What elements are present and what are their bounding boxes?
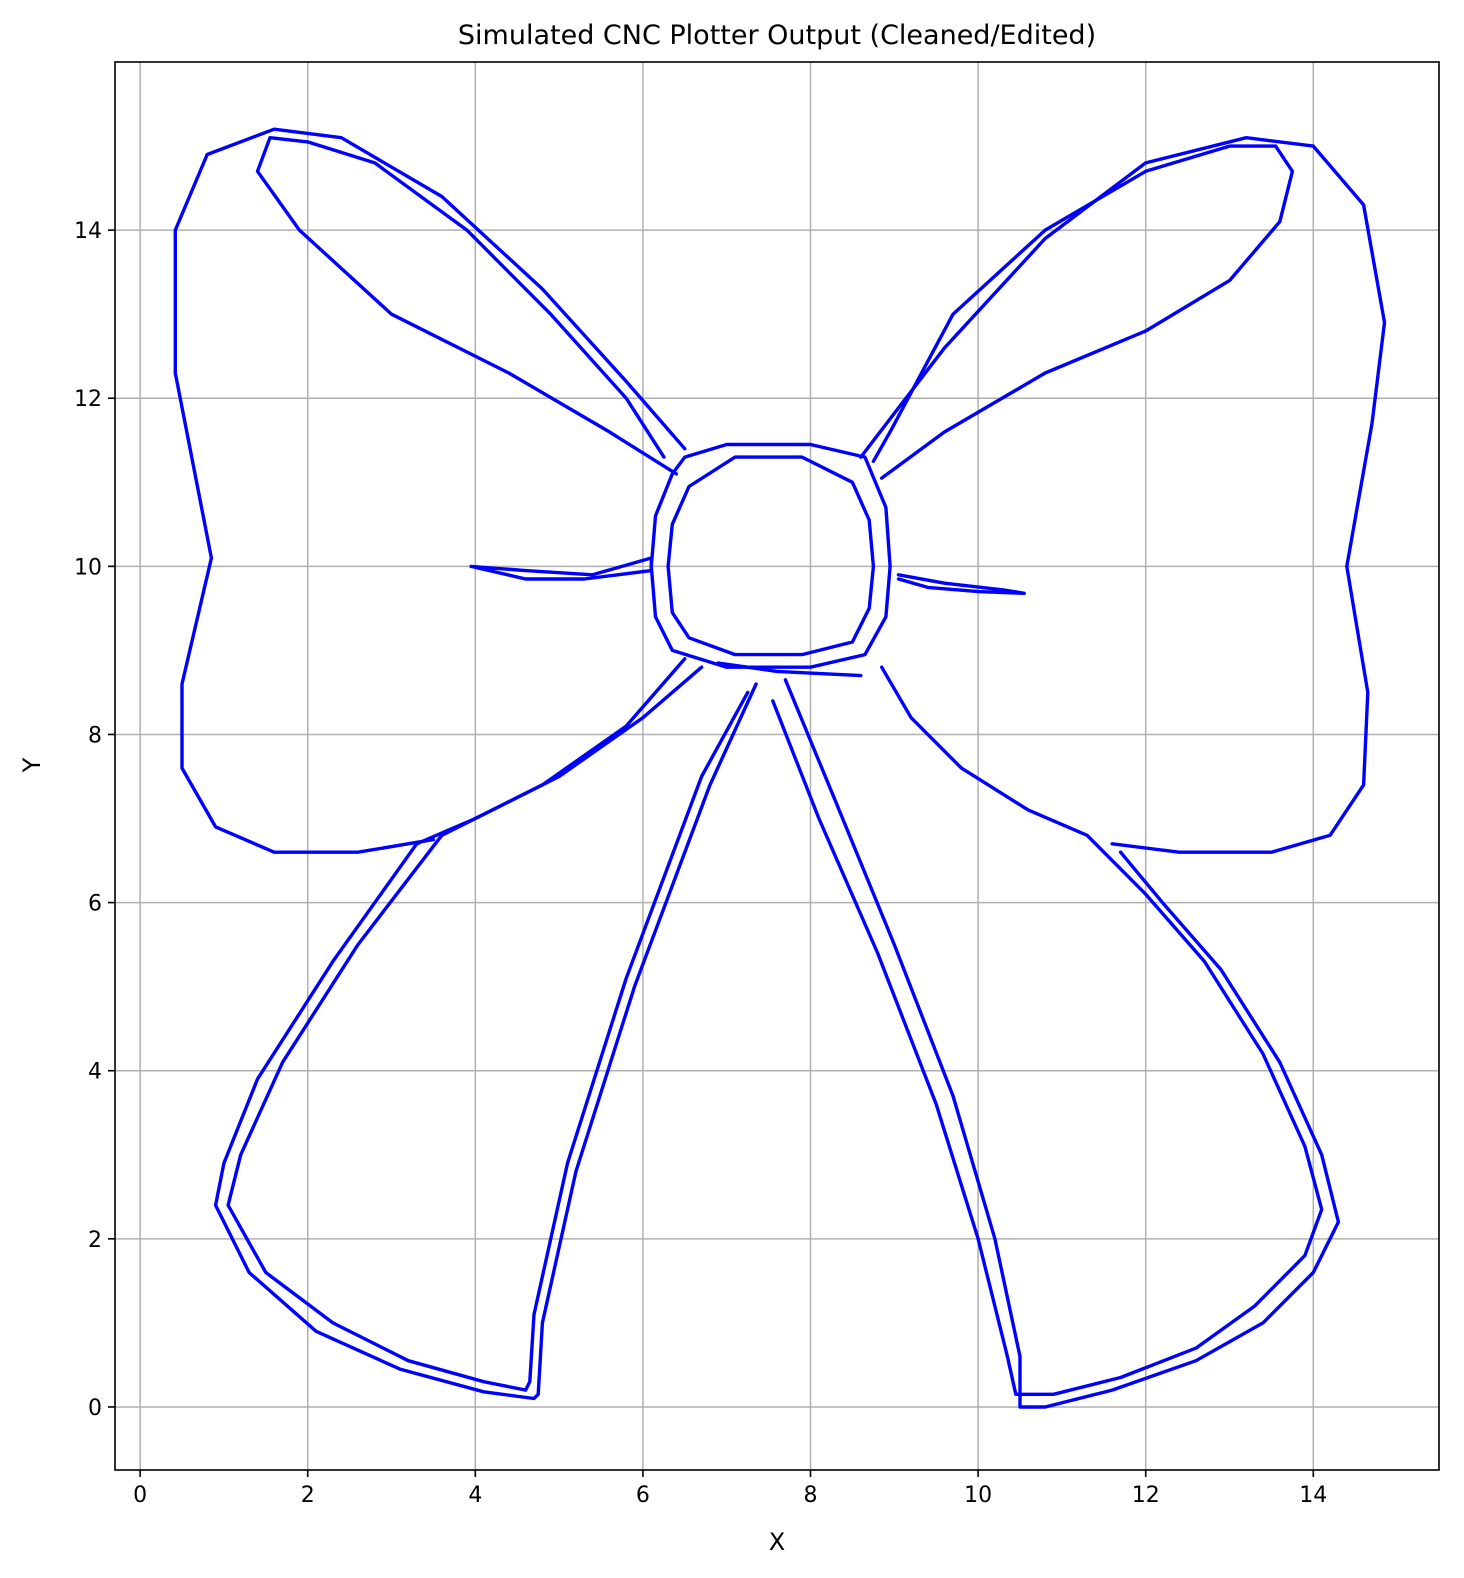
y-tick-label: 0 [88, 1396, 102, 1421]
plot-frame [115, 62, 1439, 1470]
y-tick-label: 6 [88, 892, 102, 917]
right-tie-strand-line [899, 575, 1025, 594]
y-tick-label: 8 [88, 723, 102, 748]
x-tick-label: 8 [804, 1483, 818, 1508]
grid-lines [115, 62, 1439, 1470]
y-axis-ticks: 0 2 4 6 8 10 12 14 [74, 219, 115, 1421]
x-tick-label: 14 [1299, 1483, 1327, 1508]
plot-series [175, 129, 1384, 1407]
left-tail-inner-line [228, 667, 748, 1390]
left-loop-inner-line [258, 138, 677, 474]
left-tie-strand-line [471, 558, 651, 579]
y-tick-label: 2 [88, 1228, 102, 1253]
y-tick-label: 10 [74, 555, 102, 580]
center-seam-line [718, 663, 861, 676]
knot-inner-line [668, 457, 873, 654]
right-tail-inner-line [773, 667, 1322, 1394]
x-tick-label: 0 [133, 1483, 147, 1508]
right-loop-inner-line [873, 146, 1292, 478]
x-tick-label: 12 [1132, 1483, 1160, 1508]
y-tick-label: 12 [74, 387, 102, 412]
left-tail-outer-line [216, 659, 757, 1399]
y-axis-label: Y [18, 757, 46, 773]
y-tick-label: 4 [88, 1060, 102, 1085]
x-tick-label: 6 [636, 1483, 650, 1508]
y-tick-label: 14 [74, 219, 102, 244]
x-tick-label: 2 [301, 1483, 315, 1508]
x-axis-ticks: 0 2 4 6 8 10 12 14 [133, 1470, 1327, 1508]
x-tick-label: 10 [964, 1483, 992, 1508]
x-axis-label: X [769, 1528, 785, 1556]
x-tick-label: 4 [468, 1483, 482, 1508]
chart-title: Simulated CNC Plotter Output (Cleaned/Ed… [458, 20, 1096, 51]
